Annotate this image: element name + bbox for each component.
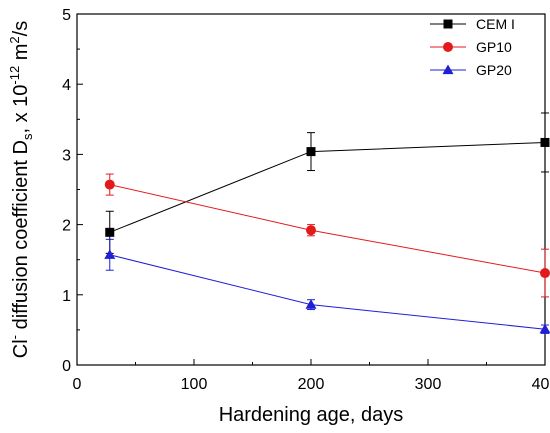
- x-tick-label: 0: [73, 376, 82, 393]
- series-gp20: [104, 238, 550, 334]
- y-axis: 0 1 2 3 4 5: [62, 7, 83, 375]
- data-point: [539, 323, 550, 334]
- x-tick-label: 200: [298, 376, 325, 393]
- legend-marker: [443, 42, 453, 52]
- data-point: [305, 299, 317, 309]
- y-title-prefix-sup: -: [7, 335, 22, 339]
- legend-label: CEM I: [476, 16, 515, 32]
- series-line: [109, 141, 546, 233]
- legend-entry: GP10: [430, 39, 512, 55]
- series-gp10: [104, 173, 550, 298]
- y-title-prefix: Cl: [10, 339, 32, 358]
- y-axis-title: Cl- diffusion coefficient Ds, x 10-12 m2…: [7, 21, 35, 358]
- y-tick-label: 2: [62, 218, 71, 235]
- y-title-main-sub: s: [20, 133, 35, 140]
- legend-marker: [443, 19, 453, 29]
- y-tick-label: 1: [62, 288, 71, 305]
- data-point: [104, 249, 116, 259]
- legend-entry: CEM I: [430, 16, 515, 32]
- data-point: [104, 179, 115, 190]
- x-axis: 0 100 200 300 400: [73, 359, 550, 393]
- x-tick-label: 400: [532, 376, 550, 393]
- y-tick-label: 4: [62, 77, 71, 94]
- data-point: [306, 147, 316, 157]
- legend-marker: [442, 64, 454, 75]
- y-tick-label: 5: [62, 7, 71, 24]
- legend-label: GP20: [476, 62, 512, 78]
- y-title-unit2: m: [10, 44, 32, 66]
- y-title-main: diffusion coefficient D: [10, 140, 32, 335]
- series-layer: [104, 112, 550, 334]
- data-point: [540, 137, 550, 147]
- y-title-unit3: /s: [10, 21, 32, 37]
- data-point: [540, 268, 550, 279]
- series-line: [109, 254, 546, 330]
- legend: CEM I GP10 GP20: [430, 16, 515, 78]
- plot-area: [76, 13, 546, 366]
- legend-label: GP10: [476, 39, 512, 55]
- y-title-unit-sup: -12: [7, 66, 22, 85]
- data-point: [105, 227, 115, 237]
- plot-frame: [76, 13, 546, 366]
- x-axis-title: Hardening age, days: [219, 404, 404, 426]
- x-tick-label: 100: [181, 376, 208, 393]
- y-title-unit2-sup: 2: [7, 36, 22, 43]
- series-line: [109, 184, 546, 274]
- y-tick-label: 0: [62, 358, 71, 375]
- legend-entry: GP20: [430, 62, 512, 78]
- series-cem-i: [105, 112, 550, 254]
- x-tick-label: 300: [415, 376, 442, 393]
- data-point: [306, 225, 316, 236]
- y-title-unit: , x 10: [10, 85, 32, 134]
- y-tick-label: 3: [62, 147, 71, 164]
